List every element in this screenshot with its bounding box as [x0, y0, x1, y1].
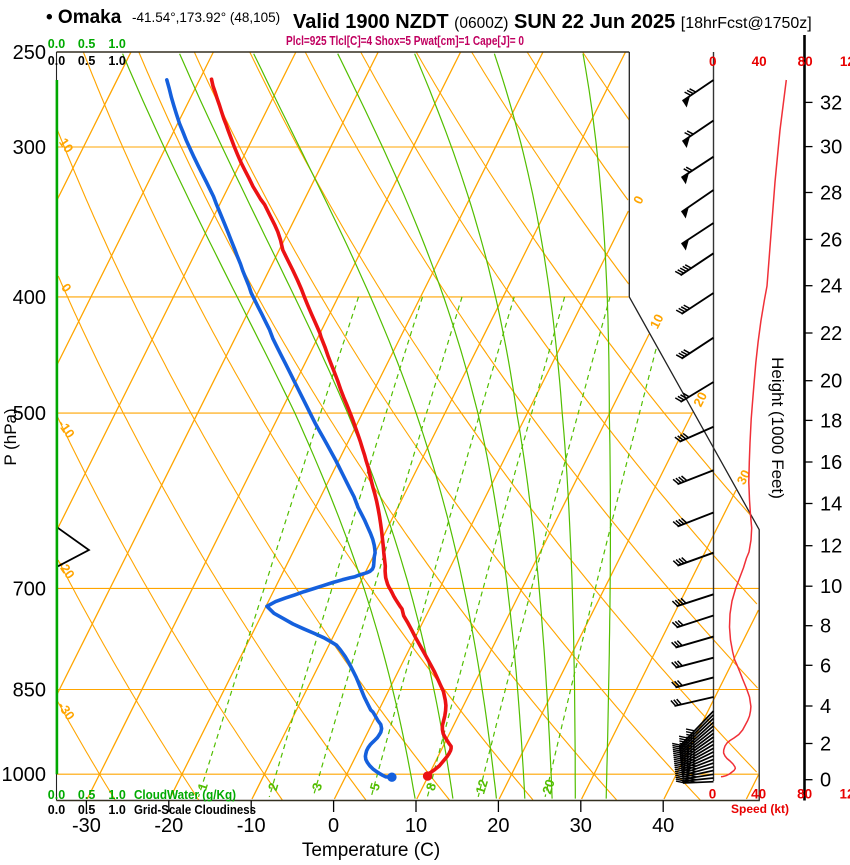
svg-text:250: 250 — [13, 42, 46, 64]
svg-text:CloudWater (g/Kg): CloudWater (g/Kg) — [134, 788, 236, 802]
svg-text:0: 0 — [820, 770, 831, 792]
svg-text:12: 12 — [472, 778, 491, 796]
svg-text:20: 20 — [690, 389, 710, 409]
svg-text:1.0: 1.0 — [108, 54, 125, 68]
svg-text:0.5: 0.5 — [78, 54, 95, 68]
svg-text:3: 3 — [309, 781, 325, 792]
svg-text:-30: -30 — [72, 815, 101, 837]
svg-text:20: 20 — [820, 371, 842, 393]
svg-text:8: 8 — [423, 781, 439, 792]
svg-text:10: 10 — [405, 815, 427, 837]
svg-text:Speed (kt): Speed (kt) — [731, 802, 789, 816]
svg-text:8: 8 — [820, 616, 831, 638]
svg-text:40: 40 — [652, 815, 674, 837]
svg-text:6: 6 — [820, 655, 831, 677]
svg-text:32: 32 — [820, 92, 842, 114]
svg-text:Temperature (C): Temperature (C) — [302, 840, 440, 860]
svg-text:0.5: 0.5 — [78, 37, 95, 51]
svg-text:850: 850 — [13, 680, 46, 702]
svg-text:10: 10 — [820, 576, 842, 598]
svg-text:4: 4 — [820, 696, 831, 718]
svg-text:40: 40 — [751, 787, 766, 802]
svg-text:0: 0 — [328, 815, 339, 837]
svg-text:400: 400 — [13, 287, 46, 309]
svg-text:0.0: 0.0 — [48, 788, 65, 802]
svg-text:22: 22 — [820, 323, 842, 345]
svg-text:0.5: 0.5 — [78, 803, 95, 817]
svg-text:120: 120 — [840, 787, 850, 802]
svg-text:1.0: 1.0 — [108, 788, 125, 802]
svg-text:1.0: 1.0 — [108, 803, 125, 817]
svg-text:700: 700 — [13, 578, 46, 600]
svg-text:Valid 1900 NZDT (0600Z) SUN 22: Valid 1900 NZDT (0600Z) SUN 22 Jun 2025 … — [293, 11, 812, 33]
svg-text:24: 24 — [820, 276, 842, 298]
svg-text:Height (1000 Feet): Height (1000 Feet) — [768, 357, 787, 499]
svg-text:1: 1 — [194, 781, 210, 792]
svg-text:1.0: 1.0 — [108, 37, 125, 51]
svg-text:1000: 1000 — [2, 764, 47, 786]
svg-text:-20: -20 — [154, 815, 183, 837]
svg-text:20: 20 — [487, 815, 509, 837]
svg-text:30: 30 — [570, 815, 592, 837]
svg-text:0.5: 0.5 — [78, 788, 95, 802]
svg-text:20: 20 — [539, 778, 558, 796]
svg-text:0.0: 0.0 — [48, 803, 65, 817]
svg-text:40: 40 — [752, 54, 767, 69]
svg-text:30: 30 — [820, 137, 842, 159]
svg-text:26: 26 — [820, 229, 842, 251]
svg-text:-41.54°,173.92° (48,105): -41.54°,173.92° (48,105) — [132, 10, 280, 25]
svg-text:80: 80 — [797, 787, 812, 802]
svg-text:28: 28 — [820, 183, 842, 205]
svg-text:0: 0 — [709, 787, 717, 802]
svg-text:• Omaka: • Omaka — [46, 7, 122, 28]
svg-text:120: 120 — [840, 54, 850, 69]
svg-text:10: 10 — [647, 311, 667, 331]
svg-text:10: 10 — [56, 135, 77, 155]
svg-text:500: 500 — [13, 403, 46, 425]
svg-text:5: 5 — [367, 781, 383, 792]
svg-text:0.0: 0.0 — [48, 54, 65, 68]
svg-text:-10: -10 — [237, 815, 266, 837]
svg-text:Plcl=925 Tlcl[C]=4 Shox=5 Pwat: Plcl=925 Tlcl[C]=4 Shox=5 Pwat[cm]=1 Cap… — [286, 34, 524, 48]
svg-text:0: 0 — [709, 54, 717, 69]
svg-text:300: 300 — [13, 137, 46, 159]
svg-text:0.0: 0.0 — [48, 37, 65, 51]
svg-text:2: 2 — [820, 734, 831, 756]
svg-text:18: 18 — [820, 410, 842, 432]
svg-text:14: 14 — [820, 494, 842, 516]
svg-text:80: 80 — [798, 54, 813, 69]
svg-text:P (hPa): P (hPa) — [1, 408, 20, 465]
svg-text:16: 16 — [820, 452, 842, 474]
svg-text:2: 2 — [265, 781, 281, 792]
svg-text:12: 12 — [820, 536, 842, 558]
svg-text:Grid-Scale Cloudiness: Grid-Scale Cloudiness — [134, 803, 256, 817]
